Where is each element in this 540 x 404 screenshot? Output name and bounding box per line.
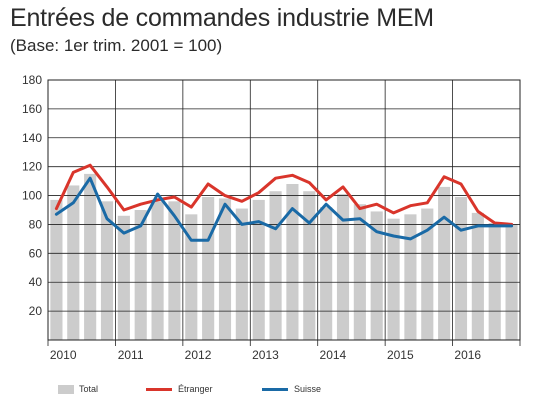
chart-subtitle: (Base: 1er trim. 2001 = 100) [10, 36, 223, 55]
x-tick-label: 2016 [454, 348, 481, 362]
y-tick-label: 160 [22, 102, 42, 116]
bar-total [168, 201, 181, 340]
bar-total [387, 218, 400, 340]
bar-total [488, 223, 501, 340]
bar-total [151, 201, 164, 340]
chart-title: Entrées de commandes industrie MEM [10, 4, 434, 32]
legend-swatch-etranger [146, 387, 172, 391]
bar-total [117, 215, 130, 340]
bar-total [286, 184, 299, 340]
legend-label-suisse: Suisse [294, 384, 322, 394]
bar-total [252, 199, 265, 340]
legend-swatch-suisse [262, 387, 288, 391]
y-tick-label: 100 [22, 189, 42, 203]
legend-swatch-total [58, 384, 74, 394]
x-tick-label: 2010 [50, 348, 77, 362]
bar-total [471, 212, 484, 340]
line-suisse [54, 176, 514, 242]
bar-total [438, 186, 451, 340]
legend-item-suisse: Suisse [262, 384, 321, 394]
bar-total [100, 201, 114, 340]
bar-total [421, 208, 434, 340]
x-tick-label: 2014 [320, 348, 347, 362]
bar-total [370, 211, 383, 340]
bar-total [134, 210, 147, 340]
line-etranger [54, 163, 514, 226]
y-tick-label: 140 [22, 131, 42, 145]
bar-total [84, 173, 97, 340]
y-tick-label: 20 [29, 304, 43, 318]
y-tick-label: 180 [22, 73, 42, 87]
x-tick-label: 2012 [185, 348, 212, 362]
bar-total [218, 198, 232, 340]
bar-total [67, 185, 80, 340]
bar-total [235, 208, 248, 340]
bar-total [303, 191, 316, 340]
y-tick-label: 40 [29, 275, 43, 289]
bar-total [404, 214, 417, 340]
bar-total [50, 199, 63, 340]
x-tick-label: 2015 [387, 348, 414, 362]
y-tick-label: 60 [29, 246, 43, 260]
bar-total [320, 207, 333, 340]
bar-total [185, 214, 198, 340]
bar-total [353, 204, 366, 340]
legend-label-etranger: Étranger [178, 384, 213, 394]
legend-label-total: Total [79, 384, 99, 394]
bar-total [336, 194, 350, 340]
plot-frame [47, 79, 521, 341]
legend-item-total: Total [58, 384, 98, 394]
x-tick-label: 2013 [252, 348, 279, 362]
bar-total [454, 197, 468, 340]
legend-item-etranger: Étranger [146, 384, 213, 394]
x-tick-label: 2011 [118, 348, 144, 362]
legend: Total Étranger Suisse [0, 384, 540, 400]
y-tick-label: 80 [29, 217, 43, 231]
bar-total [269, 191, 282, 340]
y-tick-label: 120 [22, 160, 42, 174]
bar-total [202, 197, 215, 340]
